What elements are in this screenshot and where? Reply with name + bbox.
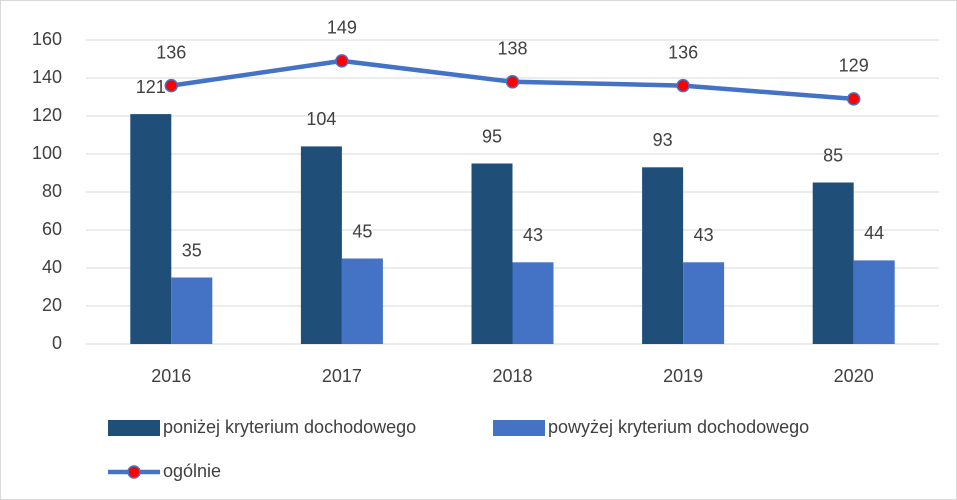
bar bbox=[853, 260, 895, 344]
line-marker bbox=[846, 92, 861, 106]
data-label: 43 bbox=[523, 225, 543, 245]
legend-label: powyżej kryterium dochodowego bbox=[548, 417, 809, 437]
y-tick-label: 60 bbox=[42, 219, 62, 239]
data-label: 93 bbox=[653, 130, 673, 150]
line-marker bbox=[164, 78, 179, 93]
y-tick-label: 120 bbox=[32, 105, 62, 125]
bar bbox=[683, 262, 725, 344]
x-tick-label: 2017 bbox=[322, 366, 362, 386]
y-tick-label: 0 bbox=[52, 333, 62, 353]
y-tick-label: 80 bbox=[42, 181, 62, 201]
legend-label: poniżej kryterium dochodowego bbox=[163, 417, 416, 437]
x-tick-label: 2016 bbox=[151, 366, 191, 386]
data-label: 45 bbox=[352, 221, 372, 241]
bar bbox=[341, 258, 383, 344]
line-marker bbox=[335, 54, 349, 68]
data-label: 149 bbox=[327, 18, 357, 38]
y-tick-label: 40 bbox=[42, 257, 62, 277]
legend-swatch bbox=[493, 420, 545, 436]
y-tick-label: 140 bbox=[32, 67, 62, 87]
y-tick-label: 160 bbox=[32, 29, 62, 49]
x-tick-label: 2019 bbox=[663, 366, 703, 386]
bar bbox=[300, 146, 342, 344]
legend-swatch bbox=[108, 420, 160, 436]
bar bbox=[812, 182, 854, 344]
data-label: 85 bbox=[823, 145, 843, 165]
line-marker bbox=[676, 78, 690, 93]
data-label: 95 bbox=[482, 126, 502, 146]
y-tick-label: 20 bbox=[42, 295, 62, 315]
bar bbox=[471, 163, 513, 344]
data-label: 136 bbox=[668, 42, 698, 62]
data-label: 35 bbox=[182, 240, 202, 260]
data-label: 136 bbox=[156, 42, 186, 62]
y-tick-label: 100 bbox=[32, 143, 62, 163]
data-label: 138 bbox=[497, 39, 527, 59]
data-label: 44 bbox=[864, 223, 884, 243]
bar bbox=[171, 277, 213, 344]
data-label: 121 bbox=[136, 77, 166, 97]
data-label: 43 bbox=[694, 225, 714, 245]
legend-marker bbox=[127, 465, 141, 479]
line-marker bbox=[505, 75, 520, 89]
data-label: 104 bbox=[306, 109, 336, 129]
bar bbox=[130, 114, 172, 344]
data-label: 129 bbox=[839, 56, 869, 76]
x-tick-label: 2020 bbox=[834, 366, 874, 386]
bar bbox=[642, 167, 684, 344]
x-tick-label: 2018 bbox=[492, 366, 532, 386]
legend-label: ogólnie bbox=[163, 461, 221, 481]
bar bbox=[512, 262, 554, 344]
